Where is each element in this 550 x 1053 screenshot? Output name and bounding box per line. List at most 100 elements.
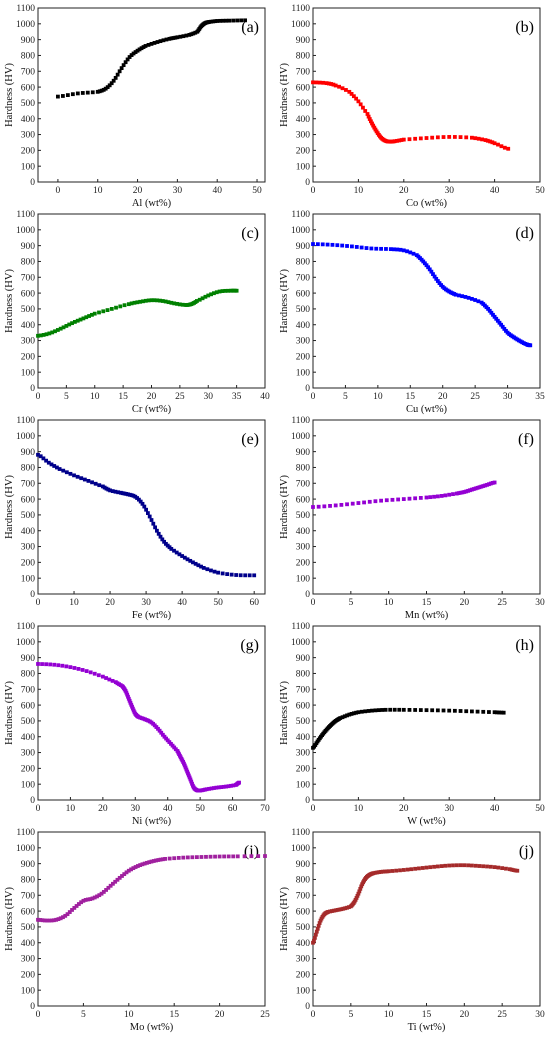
y-tick-label: 300 — [21, 543, 36, 553]
data-point — [464, 135, 469, 140]
y-tick-label: 400 — [21, 527, 36, 537]
data-point — [49, 462, 54, 467]
y-tick-label: 800 — [296, 464, 311, 474]
data-point — [345, 713, 349, 718]
data-point — [149, 859, 154, 864]
x-tick-label: 10 — [373, 392, 383, 402]
data-point — [337, 84, 342, 89]
data-point — [125, 57, 130, 62]
data-point — [109, 307, 114, 311]
data-point — [394, 868, 399, 873]
data-point — [418, 496, 423, 500]
y-axis-label: Hardness (HV) — [4, 475, 15, 539]
data-point — [126, 302, 131, 307]
y-tick-label: 100 — [21, 368, 36, 378]
data-point — [213, 19, 218, 24]
data-point — [390, 497, 395, 502]
data-point — [101, 87, 106, 92]
data-point — [226, 288, 231, 293]
data-point — [149, 298, 154, 303]
y-tick-label: 900 — [21, 860, 36, 870]
data-point — [160, 857, 165, 862]
x-tick-label: 10 — [354, 804, 364, 814]
data-point — [372, 125, 377, 130]
data-point — [447, 492, 452, 497]
data-point — [499, 710, 504, 715]
data-point — [376, 708, 381, 713]
data-point — [101, 890, 106, 894]
data-point — [354, 710, 359, 715]
data-point — [117, 875, 122, 880]
data-point — [371, 123, 376, 128]
data-point — [67, 322, 72, 327]
data-point — [447, 708, 452, 713]
data-point — [195, 855, 199, 860]
x-tick-label: 40 — [177, 598, 187, 608]
x-tick-label: 0 — [36, 598, 41, 608]
y-tick-label: 700 — [21, 479, 36, 489]
data-point — [76, 667, 81, 671]
x-tick-label: 40 — [490, 804, 500, 814]
data-point — [515, 868, 520, 873]
y-axis-label: Hardness (HV) — [4, 269, 15, 333]
data-point — [447, 135, 452, 139]
data-point — [184, 767, 189, 772]
plot-frame — [312, 625, 541, 801]
y-tick-label: 600 — [21, 495, 36, 505]
x-tick-label: 25 — [497, 1010, 507, 1020]
data-point — [138, 299, 143, 304]
data-point — [145, 511, 150, 515]
x-tick-label: 0 — [36, 1010, 41, 1020]
y-tick-label: 500 — [21, 305, 36, 315]
data-point — [316, 923, 321, 928]
data-point — [473, 863, 478, 868]
data-point — [38, 918, 43, 922]
data-point — [114, 305, 118, 310]
data-point — [488, 864, 493, 869]
y-tick-label: 800 — [21, 876, 36, 886]
data-point — [95, 89, 100, 94]
x-axis-label: Fe (wt%) — [132, 610, 172, 621]
data-point — [55, 328, 60, 332]
data-point — [72, 320, 77, 324]
data-point — [146, 298, 151, 303]
data-point — [399, 138, 404, 142]
data-point — [115, 72, 120, 77]
data-point — [447, 863, 452, 868]
data-point — [329, 82, 334, 86]
data-point — [132, 300, 137, 305]
plot-frame — [37, 419, 266, 595]
data-point — [174, 550, 179, 555]
data-point — [85, 90, 90, 95]
data-point — [325, 242, 330, 247]
data-point — [55, 465, 59, 470]
data-point — [80, 91, 85, 95]
data-point — [388, 707, 393, 712]
data-point — [100, 674, 105, 679]
y-tick-label: 400 — [21, 321, 36, 331]
y-tick-label: 100 — [296, 368, 311, 378]
data-point — [473, 298, 478, 302]
data-point — [36, 917, 40, 922]
data-point — [97, 893, 102, 898]
data-point — [368, 119, 373, 124]
data-point — [220, 571, 225, 576]
data-point — [117, 69, 122, 74]
data-point — [490, 140, 495, 145]
panel-d: 0 100 200 300 400 500 600 700 800 900 1000 1100 0 5 10… — [275, 206, 550, 415]
data-point — [443, 863, 448, 868]
data-point — [395, 138, 399, 143]
data-point — [82, 477, 87, 482]
chart-h: 0 100 200 300 400 500 600 700 800 900 1000 1100 0 10 2… — [279, 622, 545, 827]
data-point — [495, 318, 500, 323]
y-tick-label: 200 — [296, 971, 311, 981]
data-point — [221, 18, 226, 23]
chart-j: 0 100 200 300 400 500 600 700 800 900 1000 1100 0 5 10… — [279, 828, 545, 1033]
data-point — [143, 44, 148, 48]
data-series — [311, 242, 533, 348]
data-point — [231, 18, 236, 23]
data-point — [88, 897, 93, 901]
data-point — [60, 663, 65, 668]
data-point — [366, 709, 371, 713]
data-point — [369, 246, 374, 251]
